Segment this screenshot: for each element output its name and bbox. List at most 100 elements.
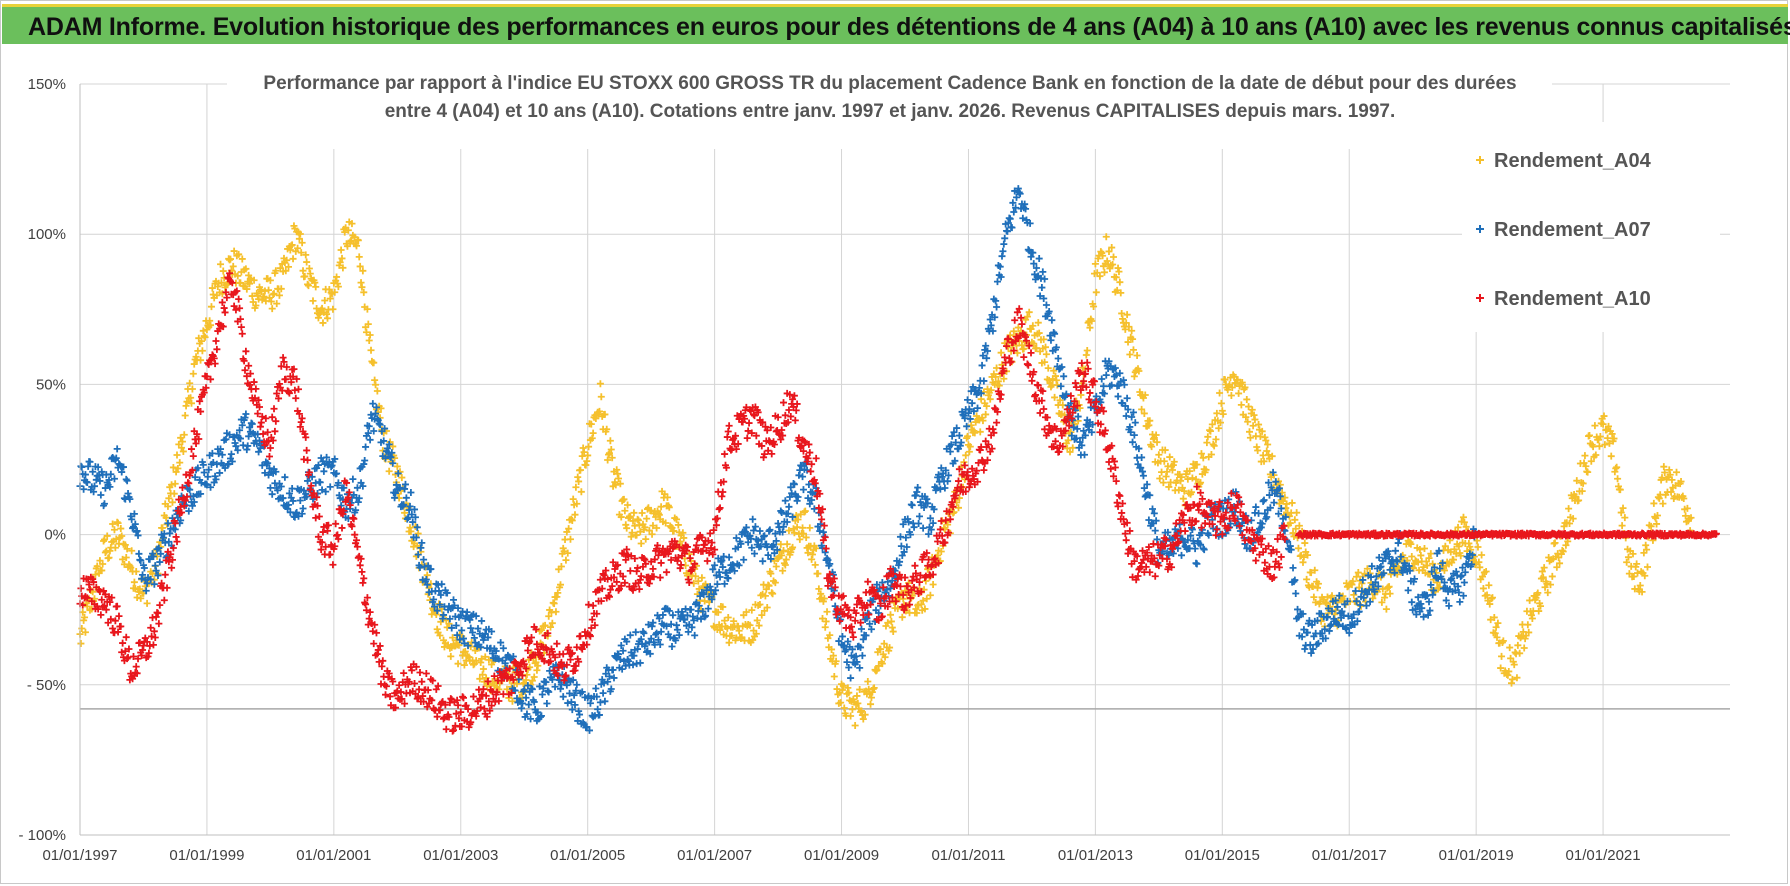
data-point — [866, 620, 874, 628]
data-point — [970, 407, 978, 415]
data-point — [108, 594, 116, 602]
data-point — [216, 469, 224, 477]
data-point — [302, 251, 310, 259]
data-point — [1110, 457, 1118, 465]
data-point — [233, 287, 241, 295]
data-point — [746, 621, 754, 629]
data-point — [721, 450, 729, 458]
data-point — [711, 546, 719, 554]
data-point — [1158, 547, 1166, 555]
data-point — [1255, 421, 1263, 429]
data-point — [640, 629, 648, 637]
data-point — [1125, 323, 1133, 331]
data-point — [266, 444, 274, 452]
data-point — [200, 389, 208, 397]
data-point — [1309, 582, 1317, 590]
data-point — [1218, 407, 1226, 415]
data-point — [1322, 598, 1330, 606]
data-point — [134, 655, 142, 663]
data-point — [1276, 492, 1284, 500]
data-point — [1187, 488, 1195, 496]
data-point — [1155, 451, 1163, 459]
data-point — [1051, 330, 1059, 338]
data-point — [1092, 398, 1100, 406]
data-point — [626, 631, 634, 639]
data-point — [452, 621, 460, 629]
data-point — [1251, 416, 1259, 424]
data-point — [1067, 428, 1075, 436]
data-point — [828, 645, 836, 653]
data-point — [534, 708, 542, 716]
data-point — [168, 564, 176, 572]
data-point — [160, 596, 168, 604]
data-point — [865, 611, 873, 619]
data-point — [760, 453, 768, 461]
data-point — [743, 434, 751, 442]
data-point — [318, 538, 326, 546]
data-point — [1152, 517, 1160, 525]
data-point — [400, 669, 408, 677]
data-point — [190, 498, 198, 506]
data-point — [377, 680, 385, 688]
data-point — [912, 491, 920, 499]
data-point — [1449, 556, 1457, 564]
data-point — [101, 549, 109, 557]
data-point — [1216, 389, 1224, 397]
data-point — [1592, 451, 1600, 459]
data-point — [285, 501, 293, 509]
data-point — [432, 610, 440, 618]
data-point — [1097, 248, 1105, 256]
data-point — [578, 688, 586, 696]
data-point — [408, 666, 416, 674]
data-point — [261, 469, 269, 477]
data-point — [435, 587, 443, 595]
data-point — [246, 280, 254, 288]
data-point — [777, 540, 785, 548]
data-point — [401, 700, 409, 708]
data-point — [537, 651, 545, 659]
data-point — [823, 608, 831, 616]
data-point — [721, 617, 729, 625]
data-point — [209, 458, 217, 466]
data-point — [954, 504, 962, 512]
data-point — [1118, 309, 1126, 317]
data-point — [122, 633, 130, 641]
data-point — [1100, 390, 1108, 398]
data-point — [766, 526, 774, 534]
data-point — [583, 641, 591, 649]
data-point — [1081, 370, 1089, 378]
data-point — [207, 321, 215, 329]
data-point — [757, 542, 765, 550]
data-point — [285, 489, 293, 497]
data-point — [1459, 513, 1467, 521]
data-point — [1248, 526, 1256, 534]
data-point — [1032, 264, 1040, 272]
data-point — [406, 524, 414, 532]
scatter-chart: 150%100%50%0%- 50%- 100%01/01/1997 01/01/… — [18, 64, 1730, 864]
data-point — [787, 483, 795, 491]
data-point — [90, 488, 98, 496]
data-point — [800, 508, 808, 516]
data-point — [1111, 364, 1119, 372]
data-point — [1096, 272, 1104, 280]
data-point — [857, 643, 865, 651]
data-point — [965, 448, 973, 456]
data-point — [534, 662, 542, 670]
data-point — [1079, 382, 1087, 390]
data-point — [898, 551, 906, 559]
data-point — [417, 544, 425, 552]
data-point — [675, 543, 683, 551]
data-point — [125, 645, 133, 653]
data-point — [265, 453, 273, 461]
data-point — [1624, 553, 1632, 561]
data-point — [1051, 393, 1059, 401]
data-point — [419, 692, 427, 700]
data-point — [155, 620, 163, 628]
data-point — [916, 512, 924, 520]
data-point — [139, 646, 147, 654]
data-point — [293, 375, 301, 383]
data-point — [226, 255, 234, 263]
data-point — [944, 477, 952, 485]
data-point — [751, 412, 759, 420]
data-point — [1052, 343, 1060, 351]
